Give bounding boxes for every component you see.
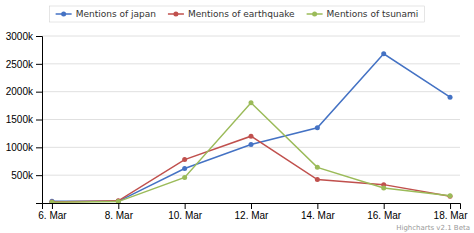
y-tick-label: 2500k — [6, 59, 34, 70]
grid-line — [42, 175, 460, 176]
legend-marker — [312, 12, 317, 17]
point — [116, 198, 121, 203]
legend-marker — [173, 12, 178, 17]
x-tick-mark — [118, 203, 119, 209]
x-tick-mark — [317, 203, 318, 209]
y-tick-mark — [36, 36, 42, 37]
series-points — [49, 100, 452, 203]
series-line — [52, 54, 450, 202]
x-tick: 6. Mar — [38, 203, 67, 221]
y-tick-mark — [36, 175, 42, 176]
point — [182, 175, 187, 180]
point — [116, 199, 121, 203]
point — [249, 134, 254, 139]
x-axis: 6. Mar 8. Mar 10. Mar 12. Mar 14. Mar 16. Mar… — [38, 203, 468, 221]
marks — [49, 51, 452, 203]
y-tick-label: 2000k — [6, 86, 34, 97]
legend-marker — [61, 12, 66, 17]
y-tick: 500k — [11, 170, 42, 181]
y-tick: 3000k — [6, 31, 42, 42]
x-tick: 12. Mar — [235, 203, 270, 221]
point — [448, 193, 453, 198]
x-tick-label: 6. Mar — [38, 210, 67, 221]
point — [381, 51, 386, 56]
point — [182, 157, 187, 162]
y-axis: 500k 1000k 1500k 2000k 2500k 3000k — [6, 31, 43, 204]
legend-label: Mentions of japan — [76, 9, 156, 19]
x-tick-label: 12. Mar — [235, 210, 270, 221]
y-tick: 1500k — [6, 114, 42, 125]
point — [448, 95, 453, 100]
plot: 500k 1000k 1500k 2000k 2500k 3000k 6. Mar 8. Ma… — [6, 31, 468, 221]
legend: Mentions of japan Mentions of earthquake M… — [50, 6, 425, 22]
y-tick: 1000k — [6, 142, 42, 153]
y-tick: 2000k — [6, 86, 42, 97]
point — [249, 142, 254, 147]
y-axis-line — [36, 37, 43, 204]
x-tick-mark — [450, 203, 451, 209]
x-tick-mark — [384, 203, 385, 209]
x-tick-mark — [52, 203, 53, 209]
legend-label: Mentions of tsunami — [327, 9, 419, 19]
x-tick: 10. Mar — [168, 203, 203, 221]
grid-line — [42, 36, 460, 37]
legend-label: Mentions of earthquake — [188, 9, 295, 19]
x-tick: 8. Mar — [105, 203, 134, 221]
x-axis-line — [43, 204, 461, 210]
point — [116, 199, 121, 203]
legend-frame — [50, 6, 425, 22]
series-line — [52, 103, 450, 202]
x-tick-label: 18. Mar — [434, 210, 469, 221]
legend-item: Mentions of japan — [56, 9, 156, 19]
grid-line — [42, 91, 460, 92]
legend-item: Mentions of earthquake — [168, 9, 295, 19]
point — [249, 100, 254, 105]
series-points — [49, 51, 452, 203]
point — [49, 199, 54, 203]
point — [182, 166, 187, 171]
x-tick-mark — [251, 203, 252, 209]
point — [315, 177, 320, 182]
y-tick-mark — [36, 64, 42, 65]
legend-item: Mentions of tsunami — [307, 9, 419, 19]
x-tick-label: 8. Mar — [105, 210, 134, 221]
y-tick-mark — [36, 147, 42, 148]
y-tick-label: 3000k — [6, 31, 34, 42]
x-tick: 16. Mar — [367, 203, 402, 221]
y-tick-mark — [36, 120, 42, 121]
chart: 500k 1000k 1500k 2000k 2500k 3000k 6. Mar 8. Ma… — [0, 0, 474, 233]
y-tick-mark — [36, 92, 42, 93]
annotation: Highcharts v2.1 Beta — [396, 224, 470, 232]
x-tick-label: 10. Mar — [168, 210, 203, 221]
y-tick-label: 1500k — [6, 114, 34, 125]
y-tick-label: 500k — [11, 170, 34, 181]
x-tick: 14. Mar — [301, 203, 336, 221]
point — [315, 125, 320, 130]
point — [448, 194, 453, 199]
point — [381, 185, 386, 190]
y-tick: 2500k — [6, 59, 42, 70]
x-tick-label: 14. Mar — [301, 210, 336, 221]
point — [49, 200, 54, 203]
grid-line — [42, 119, 460, 120]
point — [49, 199, 54, 203]
point — [315, 165, 320, 170]
series-points — [49, 134, 452, 203]
x-tick-label: 16. Mar — [367, 210, 402, 221]
x-tick-mark — [185, 203, 186, 209]
grid — [42, 36, 460, 175]
x-tick: 18. Mar — [434, 203, 469, 221]
series-line — [52, 136, 450, 202]
y-tick-label: 1000k — [6, 142, 34, 153]
